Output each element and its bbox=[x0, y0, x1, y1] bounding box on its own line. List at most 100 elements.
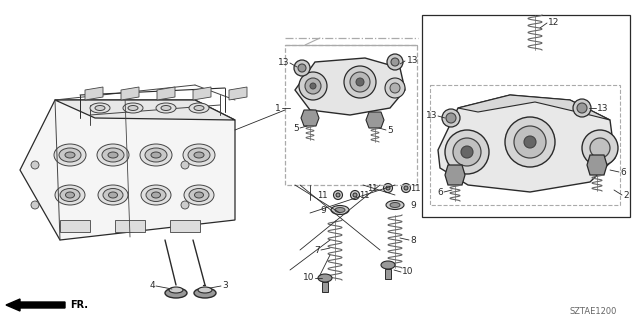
Circle shape bbox=[181, 161, 189, 169]
Polygon shape bbox=[366, 112, 384, 128]
Text: SZTAE1200: SZTAE1200 bbox=[570, 308, 618, 316]
Ellipse shape bbox=[194, 288, 216, 298]
Circle shape bbox=[336, 193, 340, 197]
Text: 3: 3 bbox=[222, 281, 228, 290]
Text: 11: 11 bbox=[359, 190, 369, 199]
Ellipse shape bbox=[198, 287, 212, 293]
Ellipse shape bbox=[65, 152, 75, 158]
Circle shape bbox=[573, 99, 591, 117]
Text: 4: 4 bbox=[149, 281, 155, 290]
FancyArrow shape bbox=[6, 299, 65, 311]
Circle shape bbox=[31, 161, 39, 169]
Circle shape bbox=[401, 183, 410, 193]
Circle shape bbox=[461, 146, 473, 158]
Text: 9: 9 bbox=[410, 201, 416, 210]
Circle shape bbox=[310, 83, 316, 89]
Circle shape bbox=[445, 130, 489, 174]
Ellipse shape bbox=[318, 274, 332, 282]
Circle shape bbox=[386, 186, 390, 190]
Ellipse shape bbox=[194, 152, 204, 158]
Circle shape bbox=[31, 201, 39, 209]
Ellipse shape bbox=[145, 148, 167, 162]
Ellipse shape bbox=[151, 152, 161, 158]
Bar bbox=[60, 220, 90, 232]
Bar bbox=[285, 45, 417, 185]
Circle shape bbox=[514, 126, 546, 158]
Ellipse shape bbox=[123, 103, 143, 113]
Circle shape bbox=[387, 54, 403, 70]
Ellipse shape bbox=[335, 207, 345, 212]
Circle shape bbox=[391, 58, 399, 66]
Polygon shape bbox=[385, 269, 391, 279]
Polygon shape bbox=[295, 58, 405, 115]
Polygon shape bbox=[20, 100, 235, 240]
Circle shape bbox=[299, 72, 327, 100]
Circle shape bbox=[385, 78, 405, 98]
Text: FR.: FR. bbox=[70, 300, 88, 310]
Ellipse shape bbox=[189, 188, 209, 202]
Circle shape bbox=[442, 109, 460, 127]
Text: 10: 10 bbox=[303, 274, 314, 283]
Circle shape bbox=[353, 193, 357, 197]
Ellipse shape bbox=[390, 203, 400, 207]
Text: 13: 13 bbox=[597, 103, 609, 113]
Text: 13: 13 bbox=[407, 55, 419, 65]
Ellipse shape bbox=[98, 185, 128, 205]
Text: 6: 6 bbox=[620, 167, 626, 177]
Bar bbox=[115, 220, 145, 232]
Circle shape bbox=[453, 138, 481, 166]
Ellipse shape bbox=[103, 188, 123, 202]
Ellipse shape bbox=[140, 144, 172, 166]
Circle shape bbox=[505, 117, 555, 167]
Circle shape bbox=[390, 83, 400, 93]
Circle shape bbox=[294, 60, 310, 76]
Circle shape bbox=[351, 190, 360, 199]
Circle shape bbox=[383, 183, 392, 193]
Ellipse shape bbox=[183, 144, 215, 166]
Ellipse shape bbox=[184, 185, 214, 205]
Ellipse shape bbox=[95, 106, 105, 110]
Polygon shape bbox=[85, 87, 103, 100]
Text: 9: 9 bbox=[320, 205, 326, 214]
Text: 8: 8 bbox=[410, 236, 416, 244]
Polygon shape bbox=[322, 282, 328, 292]
Ellipse shape bbox=[97, 144, 129, 166]
Ellipse shape bbox=[65, 192, 74, 198]
Circle shape bbox=[305, 78, 321, 94]
Ellipse shape bbox=[165, 288, 187, 298]
Polygon shape bbox=[157, 87, 175, 100]
Text: 7: 7 bbox=[314, 245, 320, 254]
Ellipse shape bbox=[195, 192, 204, 198]
Circle shape bbox=[350, 72, 370, 92]
Ellipse shape bbox=[109, 192, 118, 198]
Bar bbox=[430, 85, 620, 205]
Text: 6: 6 bbox=[437, 188, 443, 196]
Text: 11: 11 bbox=[317, 190, 328, 199]
Ellipse shape bbox=[152, 192, 161, 198]
Ellipse shape bbox=[60, 188, 80, 202]
Ellipse shape bbox=[188, 148, 210, 162]
Circle shape bbox=[577, 103, 587, 113]
Polygon shape bbox=[301, 110, 319, 126]
Text: 11: 11 bbox=[367, 183, 378, 193]
Circle shape bbox=[181, 201, 189, 209]
Polygon shape bbox=[458, 95, 610, 120]
Text: 5: 5 bbox=[293, 124, 299, 132]
Ellipse shape bbox=[90, 103, 110, 113]
Circle shape bbox=[524, 136, 536, 148]
Polygon shape bbox=[587, 155, 607, 175]
Circle shape bbox=[590, 138, 610, 158]
Polygon shape bbox=[229, 87, 247, 100]
Polygon shape bbox=[445, 165, 465, 185]
Circle shape bbox=[446, 113, 456, 123]
Circle shape bbox=[344, 66, 376, 98]
Text: 10: 10 bbox=[402, 268, 413, 276]
Ellipse shape bbox=[102, 148, 124, 162]
Ellipse shape bbox=[381, 261, 395, 269]
Bar bbox=[170, 220, 200, 232]
Circle shape bbox=[404, 186, 408, 190]
Text: 13: 13 bbox=[278, 58, 289, 67]
Polygon shape bbox=[438, 95, 615, 192]
Polygon shape bbox=[193, 87, 211, 100]
Circle shape bbox=[582, 130, 618, 166]
